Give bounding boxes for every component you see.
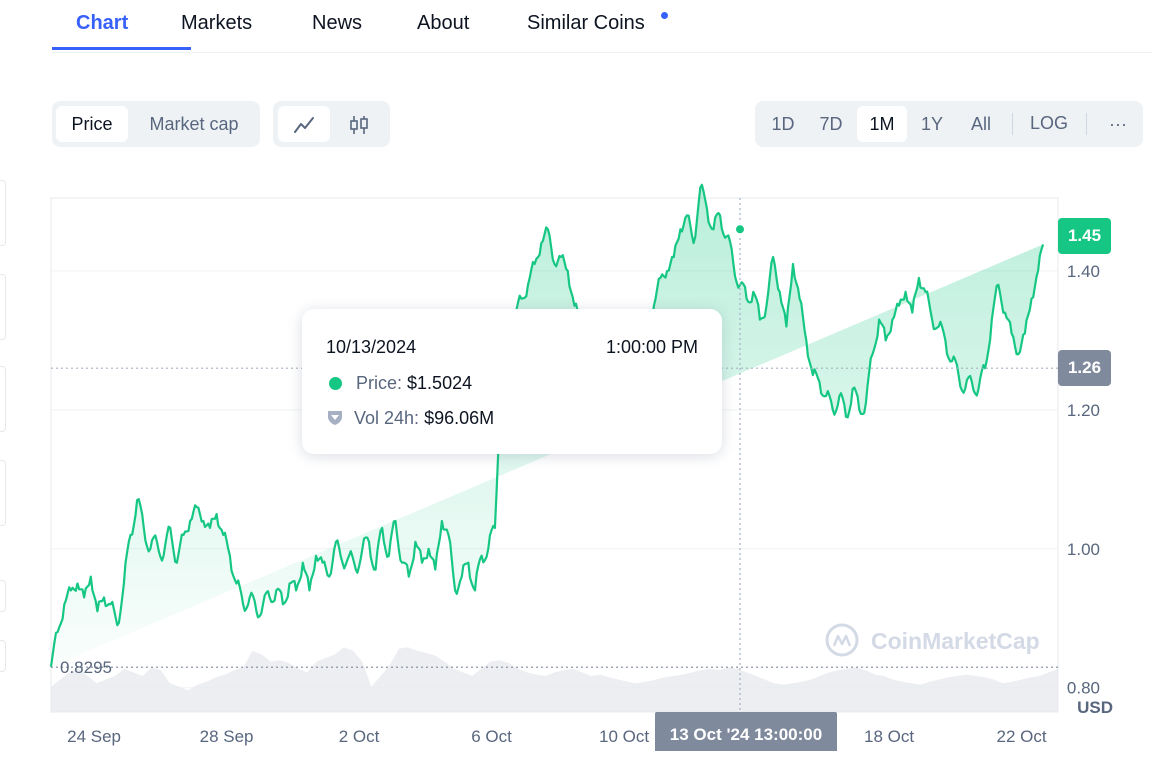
range-1y-button[interactable]: 1Y: [920, 114, 944, 134]
more-options-button[interactable]: ···: [1109, 114, 1127, 134]
tooltip-price-row: Price: $1.5024: [326, 373, 472, 394]
separator: [1086, 113, 1087, 135]
range-all-button[interactable]: All: [970, 114, 991, 134]
log-scale-button[interactable]: LOG: [1029, 113, 1068, 133]
range-1d-button[interactable]: 1D: [771, 114, 795, 134]
line-chart-button[interactable]: [278, 106, 330, 142]
tooltip-volume-value: $96.06M: [424, 408, 495, 428]
y-tick-label: 1.20: [1067, 401, 1100, 420]
tab-chart[interactable]: Chart: [76, 12, 129, 34]
new-indicator-dot: [661, 12, 668, 19]
hover-date-label: 13 Oct '24 13:00:00: [655, 712, 837, 751]
tab-markets[interactable]: Markets: [181, 12, 253, 34]
watermark: CoinMarketCap: [825, 623, 1040, 657]
x-tick-label: 28 Sep: [200, 727, 254, 746]
active-tab-underline: [52, 47, 191, 50]
x-tick-label: 18 Oct: [864, 727, 914, 746]
y-tick-label: 0.80: [1067, 679, 1100, 698]
tab-similar-coins[interactable]: Similar Coins: [527, 12, 645, 34]
currency-label: USD: [1077, 698, 1113, 717]
tab-news[interactable]: News: [312, 12, 363, 34]
range-7d-button[interactable]: 7D: [819, 114, 843, 134]
range-1m-button[interactable]: 1M: [857, 106, 907, 142]
x-tick-label: 10 Oct: [599, 727, 649, 746]
left-panel-edge: [0, 0, 8, 751]
y-tick-label: 1.00: [1067, 540, 1100, 559]
volume-area: [51, 647, 1058, 712]
x-tick-label: 22 Oct: [997, 727, 1047, 746]
tooltip-time: 1:00:00 PM: [605, 337, 698, 357]
line-chart-icon: [294, 117, 314, 134]
price-toggle-button[interactable]: Price: [56, 106, 128, 142]
x-tick-label: 2 Oct: [339, 727, 380, 746]
tooltip-volume-label: Vol 24h:: [354, 408, 420, 428]
candlestick-icon: [350, 116, 368, 135]
price-dot-icon: [329, 377, 342, 390]
x-tick-label: 6 Oct: [471, 727, 512, 746]
reference-price-badge: 1.26: [1058, 350, 1111, 387]
tooltip-price-label: Price:: [356, 373, 403, 393]
volume-shield-icon: [328, 411, 342, 425]
tab-bar: Chart Markets News About Similar Coins: [52, 0, 1152, 53]
candlestick-chart-button[interactable]: [333, 106, 385, 142]
current-price-badge: 1.45: [1058, 218, 1111, 255]
tooltip-date: 10/13/2024: [326, 337, 417, 357]
x-tick-label: 24 Sep: [67, 727, 121, 746]
tooltip-volume-row: Vol 24h: $96.06M: [326, 408, 494, 429]
watermark-text: CoinMarketCap: [871, 628, 1040, 654]
price-line: [49, 183, 1045, 668]
coinmarketcap-logo-icon: [825, 623, 859, 657]
tab-about[interactable]: About: [417, 12, 470, 34]
tooltip-price-value: $1.5024: [407, 373, 473, 393]
chart-style-toggle: [273, 101, 390, 147]
chart-tooltip: 10/13/2024 1:00:00 PM Price: $1.5024 Vol…: [302, 309, 722, 454]
metric-toggle: Price Market cap: [52, 101, 260, 147]
start-price-label: 0.8295: [60, 658, 112, 677]
hover-point: [734, 223, 746, 236]
separator: [1012, 113, 1013, 135]
y-tick-label: 1.40: [1067, 262, 1100, 281]
market-cap-toggle-button[interactable]: Market cap: [149, 114, 239, 134]
range-toggle: 1D 7D 1M 1Y All LOG ···: [755, 101, 1143, 147]
